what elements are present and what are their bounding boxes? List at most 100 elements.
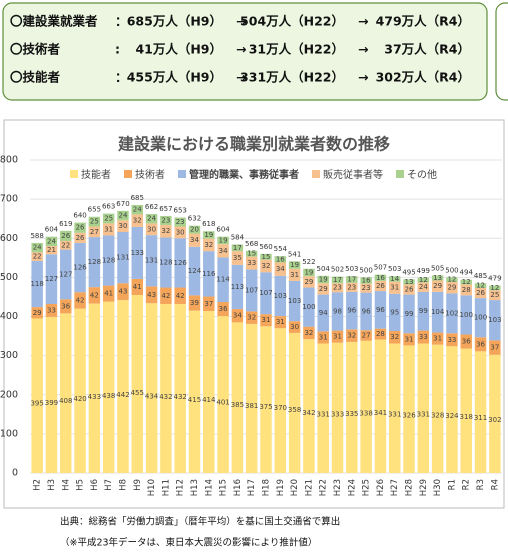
legend-swatch (396, 170, 404, 178)
total-label: 685 (131, 194, 144, 202)
value-label: 32 (161, 227, 170, 235)
bar-segment (489, 290, 501, 301)
summary-text: 302万人（R4） (376, 70, 470, 85)
bar-segment (331, 342, 344, 473)
summary-text: 685万人（H9） (127, 14, 222, 29)
value-label: 23 (362, 284, 371, 292)
bar-segment (403, 345, 415, 473)
bar-segment (160, 237, 172, 288)
value-label: 114 (216, 276, 230, 284)
value-label: 29 (447, 284, 456, 292)
bar-segment (145, 213, 158, 224)
value-label: 24 (147, 215, 156, 223)
bar-segment (460, 295, 472, 335)
bar-segment (160, 215, 172, 225)
bar-segment (131, 294, 143, 473)
x-tick-label: H20 (290, 479, 300, 496)
bar-segment (45, 236, 58, 247)
value-label: 127 (59, 270, 72, 278)
value-label: 395 (30, 399, 43, 407)
bar-segment (217, 244, 229, 258)
x-tick-label: H27 (390, 479, 400, 496)
bar-segment (102, 285, 115, 302)
bar-segment (60, 249, 72, 300)
bar-segment (45, 316, 58, 473)
summary-text: : (115, 42, 120, 57)
value-label: 23 (333, 284, 342, 292)
bar-segment (160, 287, 172, 304)
value-label: 23 (176, 218, 185, 226)
bar-segment (245, 256, 258, 270)
summary-text: ： (115, 14, 128, 29)
value-label: 42 (176, 292, 185, 300)
value-label: 30 (176, 228, 185, 236)
value-label: 31 (290, 271, 299, 279)
total-label: 632 (188, 215, 201, 223)
y-tick-label: 800 (0, 155, 18, 166)
value-label: 26 (376, 282, 385, 290)
bar-segment (231, 244, 244, 252)
bar-segment (260, 326, 272, 473)
value-label: 24 (119, 212, 128, 220)
bar-segment (346, 282, 358, 292)
value-label: 438 (102, 392, 115, 400)
x-tick-label: H25 (362, 479, 372, 496)
value-label: 31 (405, 335, 414, 343)
value-label: 370 (274, 404, 287, 412)
value-label: 19 (319, 276, 328, 284)
total-label: 541 (288, 250, 301, 258)
value-label: 36 (61, 302, 70, 310)
bar-segment (303, 276, 315, 288)
value-label: 335 (345, 410, 358, 418)
value-label: 25 (490, 291, 499, 299)
value-label: 103 (488, 316, 501, 324)
value-label: 19 (219, 236, 228, 244)
bar-segment (474, 283, 487, 288)
value-label: 31 (104, 225, 113, 233)
bar-segment (60, 299, 72, 314)
summary-text: 504万人（H22） (240, 14, 344, 29)
bar-segment (331, 283, 344, 293)
value-label: 31 (262, 316, 271, 324)
value-label: 100 (460, 311, 473, 319)
value-label: 318 (460, 413, 473, 421)
value-label: 34 (190, 236, 199, 244)
value-label: 102 (445, 309, 458, 317)
bar-segment (245, 311, 258, 324)
value-label: 12 (462, 278, 471, 286)
bar-segment (145, 235, 158, 287)
value-label: 26 (76, 224, 85, 232)
bar-segment (245, 323, 258, 473)
total-label: 640 (73, 212, 86, 220)
note: 出典：総務省「労働力調査」（暦年平均）を基に国土交通省で算出 (60, 516, 340, 528)
value-label: 19 (304, 268, 313, 276)
value-label: 29 (433, 282, 442, 290)
bar-segment (117, 231, 129, 284)
x-tick-label: H11 (161, 479, 171, 496)
value-label: 399 (45, 399, 58, 407)
bar-segment (260, 314, 272, 327)
bar-segment (188, 295, 201, 311)
value-label: 116 (202, 270, 216, 278)
bar-segment (288, 332, 301, 473)
value-label: 24 (33, 244, 42, 252)
bar-segment (446, 282, 458, 294)
total-label: 657 (159, 205, 172, 213)
value-label: 16 (276, 255, 285, 263)
bar-segment (403, 333, 415, 346)
bar-segment (360, 283, 372, 293)
y-tick-label: 0 (12, 468, 18, 479)
bar-segment (460, 334, 472, 349)
total-label: 522 (302, 258, 315, 266)
value-label: 100 (474, 314, 487, 322)
total-label: 604 (216, 226, 230, 234)
bar-segment (346, 291, 358, 330)
summary-text: 〇技術者 (10, 42, 61, 57)
value-label: 39 (190, 299, 199, 307)
bar-segment (203, 296, 215, 312)
value-label: 29 (304, 278, 313, 286)
value-label: 103 (288, 297, 301, 305)
bar-segment (360, 292, 372, 331)
bar-segment (131, 204, 143, 215)
bar-segment (374, 339, 387, 473)
